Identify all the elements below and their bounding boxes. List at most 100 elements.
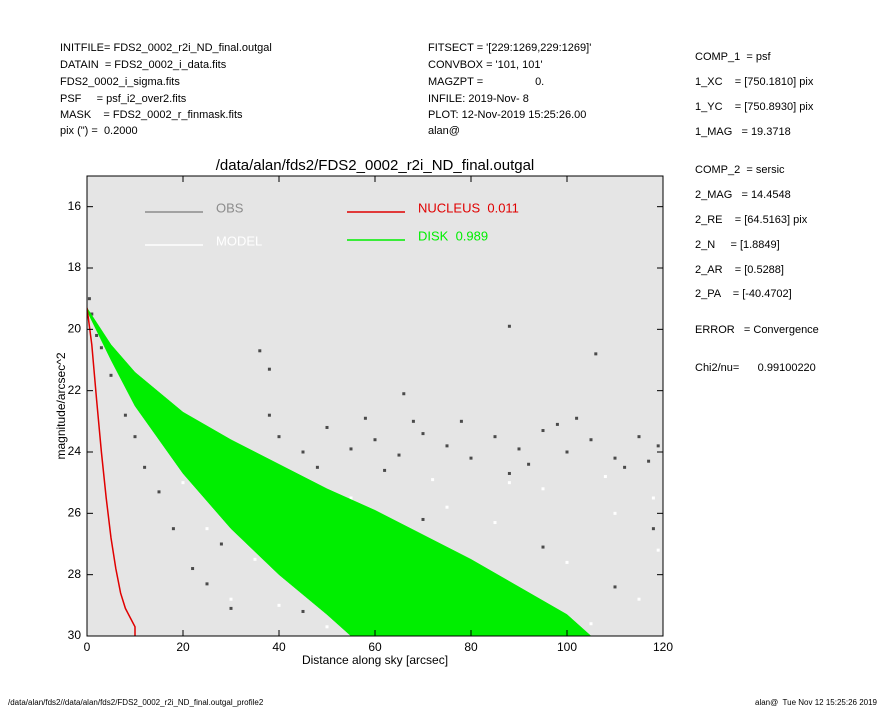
data-point bbox=[493, 435, 497, 439]
data-point bbox=[349, 447, 353, 451]
x-tick-label: 40 bbox=[272, 640, 286, 654]
data-point bbox=[637, 435, 641, 439]
data-point bbox=[109, 373, 113, 377]
x-tick-label: 100 bbox=[557, 640, 577, 654]
data-point bbox=[397, 453, 401, 457]
data-point bbox=[651, 527, 655, 531]
data-point bbox=[411, 419, 415, 423]
plot-frame bbox=[86, 175, 664, 637]
data-point bbox=[267, 367, 271, 371]
header-left-line: MASK = FDS2_0002_r_finmask.fits bbox=[60, 109, 243, 121]
y-tick-label: 26 bbox=[68, 506, 82, 520]
header-right-line: 1_MAG = 19.3718 bbox=[695, 126, 791, 138]
header-middle-line: INFILE: 2019-Nov- 8 bbox=[428, 93, 529, 105]
data-point bbox=[219, 542, 223, 546]
data-point bbox=[325, 625, 329, 629]
header-middle-line: alan@ bbox=[428, 125, 460, 137]
data-point bbox=[301, 450, 305, 454]
data-point bbox=[656, 548, 660, 552]
data-point bbox=[253, 557, 257, 561]
x-tick-label: 60 bbox=[368, 640, 382, 654]
data-band bbox=[87, 307, 592, 636]
chart-title: /data/alan/fds2/FDS2_0002_r2i_ND_final.o… bbox=[216, 157, 535, 174]
data-point bbox=[301, 609, 305, 613]
header-right-line: 2_PA = [-40.4702] bbox=[695, 288, 792, 300]
header-right-line: COMP_1 = psf bbox=[695, 51, 771, 63]
data-point bbox=[171, 527, 175, 531]
data-point bbox=[527, 462, 531, 466]
x-tick-label: 0 bbox=[84, 640, 91, 654]
data-point bbox=[507, 324, 511, 328]
header-right-line: Chi2/nu= 0.99100220 bbox=[695, 362, 816, 374]
data-point bbox=[123, 413, 127, 417]
data-point bbox=[402, 392, 406, 396]
header-right-line: 2_N = [1.8849] bbox=[695, 239, 780, 251]
data-point bbox=[99, 346, 103, 350]
data-point bbox=[565, 450, 569, 454]
footer-stamp: alan@ Tue Nov 12 15:25:26 2019 bbox=[755, 698, 878, 707]
header-right-line: 2_RE = [64.5163] pix bbox=[695, 214, 808, 226]
data-point bbox=[445, 444, 449, 448]
data-point bbox=[541, 545, 545, 549]
plot-layer bbox=[87, 297, 660, 636]
header-right-line: 1_YC = [750.8930] pix bbox=[695, 101, 814, 113]
data-point bbox=[421, 432, 425, 436]
header-right-line: ERROR = Convergence bbox=[695, 324, 819, 336]
x-tick-label: 80 bbox=[464, 640, 478, 654]
data-point bbox=[589, 622, 593, 626]
data-point bbox=[205, 527, 209, 531]
x-axis-label: Distance along sky [arcsec] bbox=[302, 653, 448, 667]
data-point bbox=[613, 585, 617, 589]
data-point bbox=[623, 465, 627, 469]
x-tick-label: 120 bbox=[653, 640, 673, 654]
legend-label: NUCLEUS 0.011 bbox=[418, 200, 519, 215]
y-tick-label: 24 bbox=[68, 444, 82, 458]
legend-label: DISK 0.989 bbox=[418, 228, 488, 243]
y-tick-label: 18 bbox=[68, 260, 82, 274]
legend-label: MODEL bbox=[216, 233, 262, 248]
data-point bbox=[507, 481, 511, 485]
data-point bbox=[445, 505, 449, 509]
header-left-line: PSF = psf_i2_over2.fits bbox=[60, 93, 187, 105]
data-point bbox=[469, 456, 473, 460]
y-axis-label: magnitude/arcsec^2 bbox=[54, 352, 68, 459]
data-point bbox=[95, 333, 99, 337]
y-tick-label: 22 bbox=[68, 383, 82, 397]
data-point bbox=[143, 465, 147, 469]
data-point bbox=[656, 444, 660, 448]
data-point bbox=[541, 487, 545, 491]
data-point bbox=[373, 438, 377, 442]
data-point bbox=[594, 352, 598, 356]
header-left-line: INITFILE= FDS2_0002_r2i_ND_final.outgal bbox=[60, 42, 272, 54]
data-point bbox=[229, 606, 233, 610]
header-right-line: 1_XC = [750.1810] pix bbox=[695, 76, 814, 88]
footer-path: /data/alan/fds2//data/alan/fds2/FDS2_000… bbox=[8, 698, 264, 707]
data-point bbox=[589, 438, 593, 442]
data-point bbox=[258, 349, 262, 353]
legend-label: OBS bbox=[216, 200, 244, 215]
data-point bbox=[565, 560, 569, 564]
header-right-line: COMP_2 = sersic bbox=[695, 164, 785, 176]
x-tick-label: 20 bbox=[176, 640, 190, 654]
data-point bbox=[613, 511, 617, 515]
data-point bbox=[517, 447, 521, 451]
data-point bbox=[191, 567, 195, 571]
data-point bbox=[349, 496, 353, 500]
data-point bbox=[229, 597, 233, 601]
y-tick-label: 30 bbox=[68, 628, 82, 642]
header-middle-line: MAGZPT = 0. bbox=[428, 76, 544, 88]
header-left-line: DATAIN = FDS2_0002_i_data.fits bbox=[60, 59, 227, 71]
data-point bbox=[363, 416, 367, 420]
data-point bbox=[431, 478, 435, 482]
y-tick-label: 28 bbox=[68, 567, 82, 581]
data-point bbox=[637, 597, 641, 601]
data-point bbox=[277, 435, 281, 439]
data-point bbox=[651, 496, 655, 500]
data-point bbox=[493, 521, 497, 525]
data-point bbox=[507, 471, 511, 475]
data-point bbox=[421, 517, 425, 521]
data-point bbox=[205, 582, 209, 586]
data-point bbox=[315, 465, 319, 469]
data-point bbox=[459, 419, 463, 423]
